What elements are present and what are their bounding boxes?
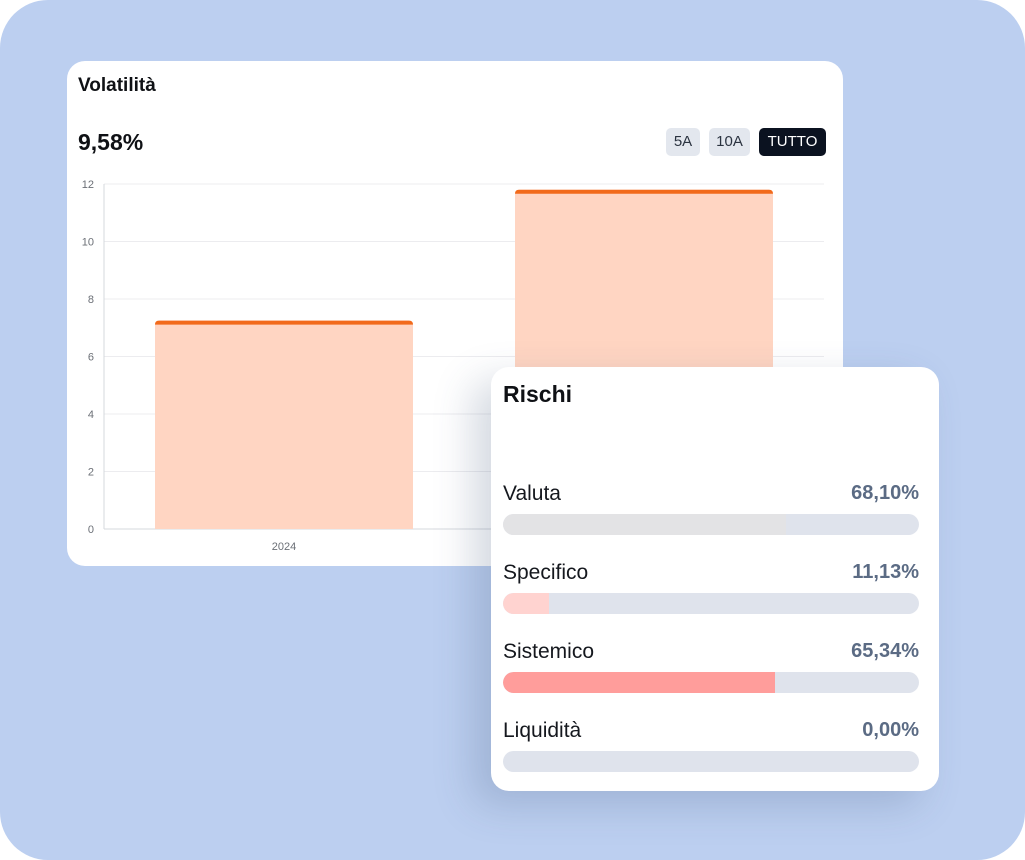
y-tick-label: 10 — [82, 237, 94, 249]
period-10a-button[interactable]: 10A — [709, 128, 750, 156]
risk-row-valuta: Valuta 68,10% — [503, 482, 919, 544]
risks-card: Rischi Valuta 68,10% Specifico 11,13% Si… — [491, 367, 939, 791]
volatility-value: 9,58% — [78, 129, 144, 155]
y-tick-label: 4 — [88, 409, 94, 421]
y-tick-label: 0 — [88, 524, 94, 536]
risk-progress-fill — [503, 514, 787, 535]
volatility-title: Volatilità — [78, 75, 156, 96]
risk-row-sistemico: Sistemico 65,34% — [503, 640, 919, 702]
risk-value: 65,34% — [851, 640, 919, 662]
bar — [155, 320, 413, 529]
y-tick-label: 8 — [88, 294, 94, 306]
period-5a-button[interactable]: 5A — [666, 128, 700, 156]
risk-label: Specifico — [503, 561, 589, 584]
risk-progress-track — [503, 672, 919, 693]
risk-value: 0,00% — [862, 719, 919, 741]
y-tick-label: 12 — [82, 179, 94, 191]
risk-progress-fill — [503, 593, 550, 614]
risk-row-specifico: Specifico 11,13% — [503, 561, 919, 623]
risk-row-liquidita: Liquidità 0,00% — [503, 719, 919, 781]
risk-label: Liquidità — [503, 719, 582, 742]
risk-progress-track — [503, 751, 919, 772]
risk-progress-fill — [503, 672, 775, 693]
risk-label: Valuta — [503, 482, 561, 505]
period-all-button[interactable]: TUTTO — [759, 128, 826, 156]
volatility-card: 0 2 4 6 8 10 12 2024 Volatilità 9,58% 5A 10A TU… — [67, 61, 843, 566]
risk-progress-track — [503, 514, 919, 535]
risk-progress-track — [503, 593, 919, 614]
risk-value: 11,13% — [852, 561, 919, 583]
x-tick-label: 2024 — [272, 541, 296, 553]
y-tick-label: 6 — [88, 352, 94, 364]
y-tick-label: 2 — [88, 467, 94, 479]
risk-value: 68,10% — [851, 482, 919, 504]
bar-top-edge — [155, 320, 413, 325]
bar-top-edge — [515, 189, 773, 194]
risk-label: Sistemico — [503, 640, 595, 663]
risks-title: Rischi — [503, 381, 573, 407]
